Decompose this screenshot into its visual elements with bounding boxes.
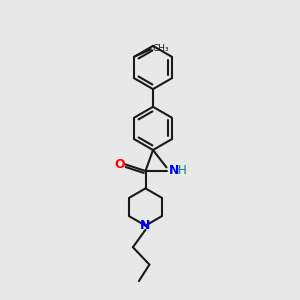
Text: H: H <box>178 164 186 178</box>
Text: N: N <box>140 219 151 232</box>
Text: CH₃: CH₃ <box>153 44 169 52</box>
Text: N: N <box>169 164 179 178</box>
Text: O: O <box>115 158 125 171</box>
